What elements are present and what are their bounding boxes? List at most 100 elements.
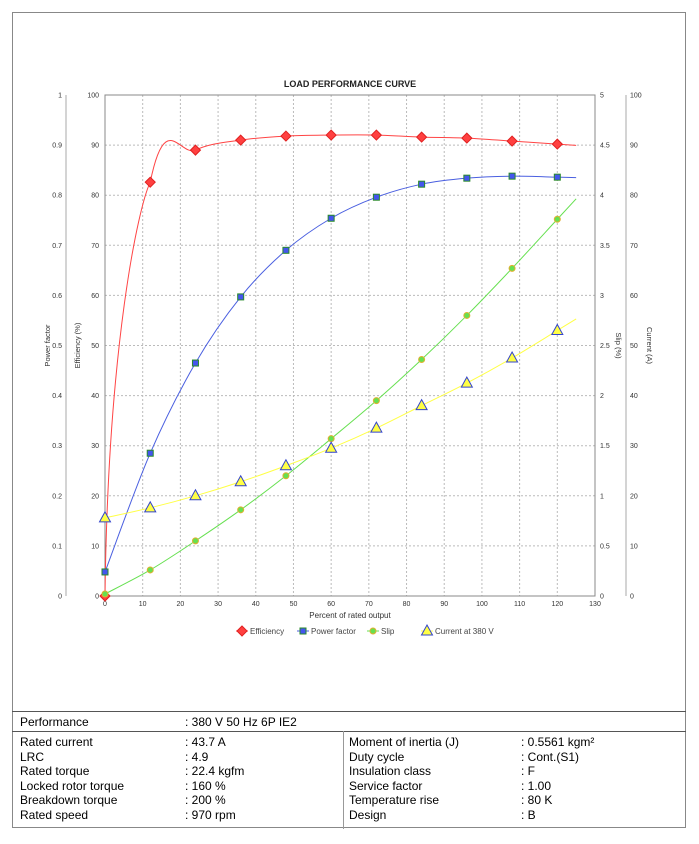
efficiency-tick-label: 0 [95, 594, 99, 601]
power_factor-tick-label: 0.2 [52, 493, 62, 500]
x-tick-label: 50 [290, 601, 298, 608]
spec-label: Rated speed [20, 807, 89, 822]
current-tick-label: 70 [630, 243, 638, 250]
data-point-triangle [415, 398, 428, 411]
data-point-triangle [234, 474, 248, 487]
legend-label: Efficiency [250, 627, 284, 636]
x-tick-label: 20 [176, 601, 184, 608]
data-point-diamond [461, 132, 473, 144]
data-point-square [191, 359, 199, 367]
power_factor-tick-label: 0.4 [52, 393, 62, 400]
performance-value: : 380 V 50 Hz 6P IE2 [185, 715, 297, 729]
series-line-slip [104, 198, 577, 595]
data-point-triangle [143, 500, 157, 513]
legend-label: Power factor [311, 627, 356, 636]
efficiency-tick-label: 90 [91, 143, 99, 150]
data-point-diamond [506, 135, 518, 147]
spec-label: Insulation class [349, 764, 432, 778]
current-tick-label: 10 [630, 543, 638, 550]
current-tick-label: 20 [630, 493, 638, 500]
chart-title: LOAD PERFORMANCE CURVE [284, 79, 416, 89]
spec-label: Design [349, 807, 387, 822]
data-point-circle [327, 435, 335, 443]
data-point-triangle [460, 376, 474, 388]
slip-tick-label: 4.5 [600, 143, 610, 150]
legend-label: Current at 380 V [435, 627, 494, 636]
data-point-diamond [370, 129, 383, 141]
legend-label: Slip [381, 627, 395, 636]
efficiency-tick-label: 50 [91, 343, 99, 350]
efficiency-tick-label: 60 [91, 293, 99, 300]
data-point-circle [553, 215, 561, 223]
power_factor-tick-label: 0.8 [52, 193, 62, 200]
slip-tick-label: 0.5 [600, 543, 610, 550]
data-point-square [463, 174, 471, 182]
data-point-diamond [280, 130, 292, 142]
current-tick-label: 40 [630, 393, 638, 400]
x-tick-label: 90 [440, 601, 448, 608]
data-point-triangle [550, 323, 564, 335]
power_factor-axis-label: Power factor [43, 324, 52, 367]
data-point-diamond [551, 138, 564, 150]
efficiency-axis-label: Efficiency (%) [73, 322, 82, 368]
slip-tick-label: 2.5 [600, 343, 610, 350]
series-line-efficiency [104, 134, 577, 597]
power_factor-tick-label: 0.5 [52, 343, 62, 350]
x-tick-label: 70 [365, 601, 373, 608]
data-point-diamond [325, 129, 337, 141]
spec-label: Service factor [349, 778, 423, 793]
data-point-square [372, 193, 380, 201]
x-tick-label: 80 [403, 601, 411, 608]
data-point-diamond [189, 144, 202, 156]
data-point-circle [282, 472, 290, 480]
motor-data-table: Performance : 380 V 50 Hz 6P IE2 Rated c… [12, 711, 686, 829]
x-tick-label: 110 [514, 601, 525, 608]
spec-value: : Cont.(S1) [521, 749, 580, 764]
power_factor-tick-label: 0.9 [52, 143, 62, 150]
spec-label: Temperature rise [349, 793, 440, 807]
spec-label: Duty cycle [349, 749, 405, 764]
spec-value: : 80 K [521, 793, 553, 807]
spec-label: Rated current [20, 735, 93, 749]
spec-value: : F [521, 764, 535, 778]
data-point-triangle [505, 350, 519, 363]
data-point-triangle [279, 458, 293, 471]
spec-value: : 160 % [185, 778, 226, 793]
spec-value: : 200 % [185, 793, 226, 807]
legend-square-icon [299, 627, 307, 635]
data-point-circle [508, 264, 516, 272]
data-point-square [327, 214, 335, 222]
spec-value: : 0.5561 kgm² [521, 735, 595, 749]
data-point-circle [191, 537, 199, 545]
power_factor-tick-label: 1 [58, 93, 62, 100]
report-frame [12, 12, 686, 828]
current-tick-label: 80 [630, 193, 638, 200]
spec-label: LRC [20, 749, 45, 764]
slip-tick-label: 4 [600, 193, 604, 200]
spec-label: Breakdown torque [20, 793, 118, 807]
performance-row: Performance : 380 V 50 Hz 6P IE2 [12, 712, 686, 732]
data-point-triangle [189, 488, 202, 501]
legend-diamond-icon [236, 625, 248, 637]
current-tick-label: 0 [630, 594, 634, 601]
efficiency-tick-label: 30 [91, 443, 99, 450]
x-tick-label: 120 [551, 601, 563, 608]
slip-axis-label: Slip (%) [614, 332, 623, 359]
data-point-triangle [324, 441, 338, 453]
power_factor-tick-label: 0.6 [52, 293, 62, 300]
data-point-square [146, 449, 154, 457]
x-tick-label: 130 [589, 601, 601, 608]
data-point-square [101, 568, 109, 576]
column-divider [343, 731, 344, 829]
efficiency-tick-label: 10 [91, 543, 99, 550]
slip-tick-label: 1.5 [600, 443, 610, 450]
efficiency-tick-label: 80 [91, 193, 99, 200]
spec-value: : 22.4 kgfm [185, 764, 245, 778]
data-point-diamond [415, 131, 428, 143]
current-axis-label: Current (A) [645, 327, 654, 365]
efficiency-tick-label: 70 [91, 243, 99, 250]
x-tick-label: 60 [327, 601, 335, 608]
data-point-circle [101, 590, 109, 598]
data-point-circle [237, 506, 245, 514]
efficiency-tick-label: 100 [87, 93, 99, 100]
